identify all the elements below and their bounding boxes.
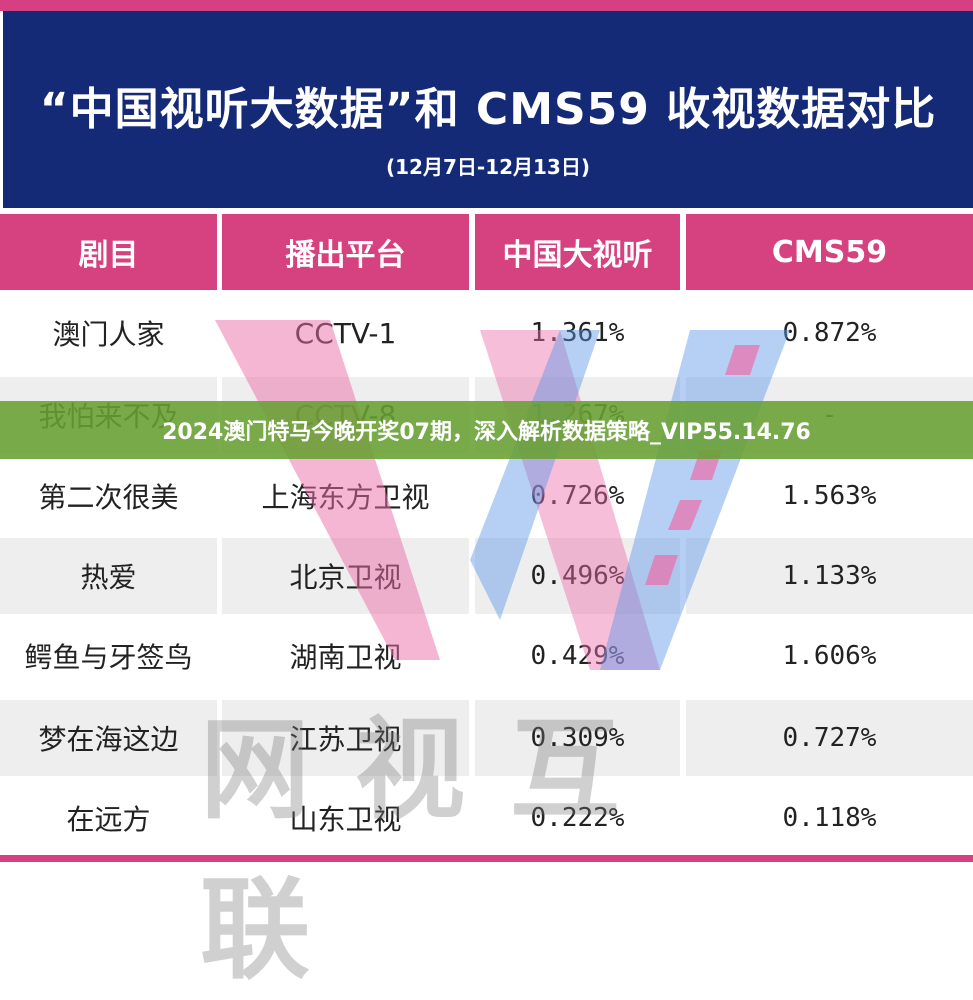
header-cva: 中国大视听: [475, 214, 680, 290]
table-header: 剧目 播出平台 中国大视听 CMS59: [0, 214, 973, 290]
top-strip: [0, 0, 973, 11]
table-row: 热爱 北京卫视 0.496% 1.133%: [0, 538, 973, 614]
cms59-rating-cell: 1.563%: [782, 481, 877, 511]
table-row: 第二次很美 上海东方卫视 0.726% 1.563%: [0, 458, 973, 534]
header-drama: 剧目: [0, 214, 217, 290]
drama-cell: 在远方: [66, 803, 151, 836]
drama-cell: 第二次很美: [38, 481, 179, 514]
page-title: “中国视听大数据”和 CMS59 收视数据对比: [39, 84, 937, 135]
cva-rating-cell: 0.222%: [530, 803, 625, 833]
table-row: 澳门人家 CCTV-1 1.361% 0.872%: [0, 295, 973, 371]
cms59-rating-cell: 0.118%: [782, 803, 877, 833]
platform-cell: 湖南卫视: [289, 641, 402, 674]
title-banner: “中国视听大数据”和 CMS59 收视数据对比 (12月7日-12月13日): [3, 11, 973, 208]
cms59-rating-cell: 0.872%: [782, 318, 877, 348]
cms59-rating-cell: 1.133%: [686, 538, 973, 614]
drama-cell: 澳门人家: [52, 318, 165, 351]
drama-cell: 热爱: [0, 538, 217, 614]
header-platform: 播出平台: [222, 214, 469, 290]
overlay-banner[interactable]: 2024澳门特马今晚开奖07期，深入解析数据策略_VIP55.14.76: [0, 401, 973, 459]
bottom-strip: [0, 855, 973, 862]
header-cms59: CMS59: [686, 214, 973, 290]
cva-rating-cell: 0.429%: [530, 641, 625, 671]
platform-cell: 北京卫视: [222, 538, 469, 614]
platform-cell: CCTV-1: [294, 316, 397, 350]
cva-rating-cell: 0.726%: [530, 481, 625, 511]
table-row: 鳄鱼与牙签鸟 湖南卫视 0.429% 1.606%: [0, 618, 973, 694]
platform-cell: 山东卫视: [289, 803, 402, 836]
date-range: (12月7日-12月13日): [386, 155, 590, 179]
platform-cell: 江苏卫视: [222, 700, 469, 776]
drama-cell: 梦在海这边: [0, 700, 217, 776]
cva-rating-cell: 1.361%: [530, 318, 625, 348]
cms59-rating-cell: 0.727%: [686, 700, 973, 776]
drama-cell: 鳄鱼与牙签鸟: [24, 641, 193, 674]
cms59-rating-cell: 1.606%: [782, 641, 877, 671]
cva-rating-cell: 0.309%: [475, 700, 680, 776]
platform-cell: 上海东方卫视: [261, 481, 430, 514]
table-row: 在远方 山东卫视 0.222% 0.118%: [0, 780, 973, 856]
table-row: 梦在海这边 江苏卫视 0.309% 0.727%: [0, 700, 973, 776]
cva-rating-cell: 0.496%: [475, 538, 680, 614]
